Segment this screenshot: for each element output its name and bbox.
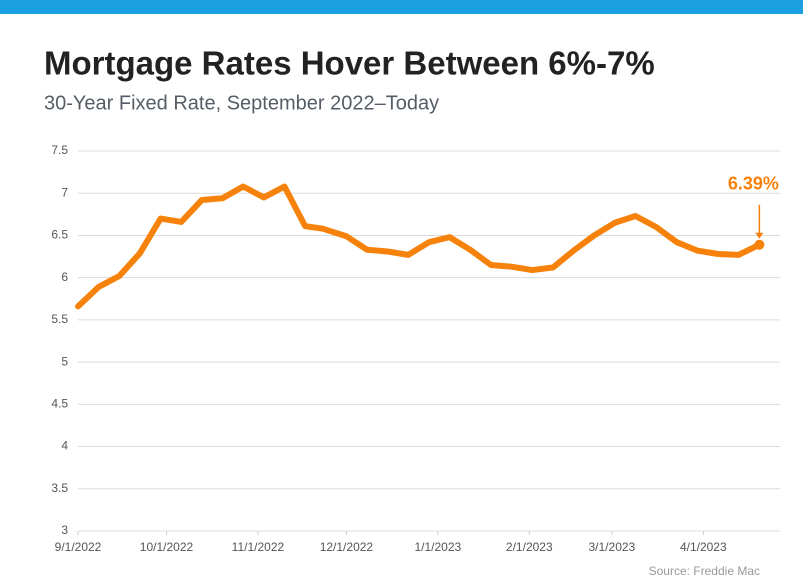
top-bar xyxy=(0,0,803,14)
y-tick-label: 7 xyxy=(61,185,68,199)
line xyxy=(75,183,763,310)
y-tick-label: 5.5 xyxy=(51,312,68,326)
y-tick-label: 7.5 xyxy=(51,143,68,157)
x-tick-label: 12/1/2022 xyxy=(320,540,374,554)
x-tick-label: 10/1/2022 xyxy=(140,540,194,554)
x-tick-label: 9/1/2022 xyxy=(55,540,102,554)
y-tick-label: 6.5 xyxy=(51,228,68,242)
y-tick-label: 6 xyxy=(61,270,68,284)
y-tick-label: 4.5 xyxy=(51,397,68,411)
chart-subtitle: 30-Year Fixed Rate, September 2022–Today xyxy=(44,92,439,114)
x-tick-label: 2/1/2023 xyxy=(506,540,553,554)
annotation: 6.39% xyxy=(728,173,779,193)
last-point xyxy=(754,239,765,250)
chart-title: Mortgage Rates Hover Between 6%-7% xyxy=(44,45,655,82)
y-tick-label: 4 xyxy=(61,439,68,453)
y-tick-label: 3.5 xyxy=(51,481,68,495)
x-tick-label: 3/1/2023 xyxy=(589,540,636,554)
annotation-arrowhead xyxy=(755,232,764,239)
x-tick-label: 4/1/2023 xyxy=(680,540,727,554)
source: Source: Freddie Mac xyxy=(649,564,760,578)
x-tick-label: 1/1/2023 xyxy=(414,540,461,554)
x-tick-label: 11/1/2022 xyxy=(232,540,285,554)
y-tick-label: 3 xyxy=(61,523,68,537)
y-tick-label: 5 xyxy=(61,354,68,368)
